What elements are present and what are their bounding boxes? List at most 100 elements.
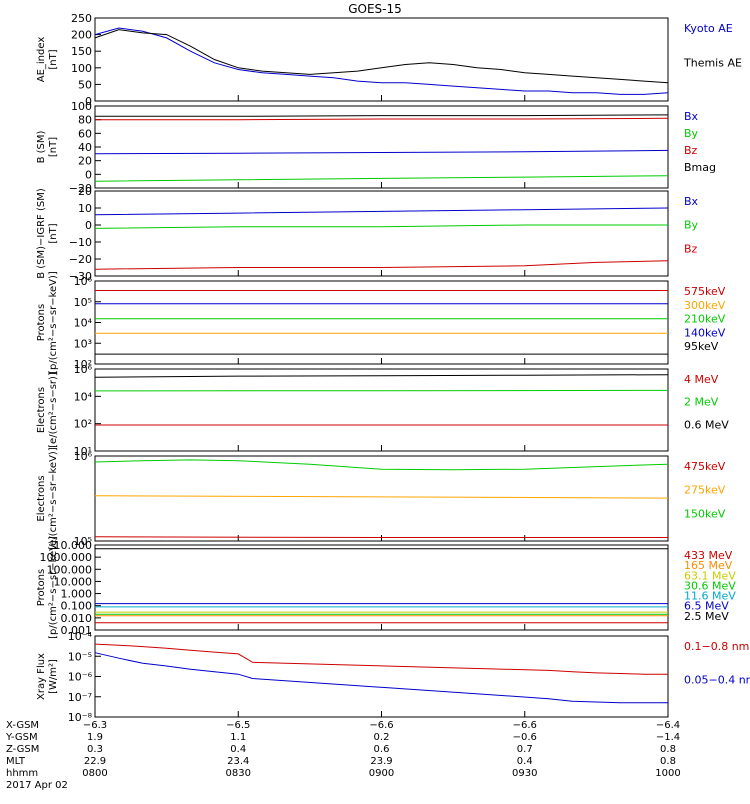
panel-3-ytick-label: −30 — [69, 270, 92, 283]
panel-5-ytick-label: 10⁶ — [74, 363, 93, 376]
x-axis-row-value: 0.4 — [517, 756, 533, 767]
panel-2-ytick-label: 20 — [78, 155, 92, 168]
panel-1-series-2-line — [94, 29, 669, 84]
x-axis-row-label: Y-GSM — [5, 732, 38, 743]
panel-2-ytick-label: 40 — [78, 141, 92, 154]
panel-7-legend-4: 30.6 MeV — [684, 579, 736, 592]
panel-8-series-2-line — [94, 652, 668, 704]
x-axis-row-value: 0.7 — [517, 744, 533, 755]
panel-4-legend-3: 210keV — [684, 313, 726, 326]
panel-8-ylabel: [W/m²] — [48, 659, 59, 694]
panel-7-legend-3: 63.1 MeV — [684, 569, 736, 582]
x-axis-row-value: 1000 — [655, 768, 680, 779]
panel-5-ylabel: [e/(cm²−s−sr)] — [48, 372, 59, 448]
panel-4-ytick-label: 10⁵ — [74, 296, 92, 309]
x-axis-row-value: 0830 — [226, 768, 251, 779]
panel-4-ylabel: Protons — [36, 304, 47, 341]
panel-3-series-2-line — [94, 224, 668, 229]
panel-2-ytick-label: −20 — [69, 182, 92, 195]
panel-8-ytick-label: 10⁻⁵ — [68, 650, 92, 663]
panel-3-ylabel: [nT] — [48, 223, 59, 243]
panel-8-ytick-label: 10⁻⁸ — [68, 711, 93, 724]
x-axis-row-value: 0.8 — [660, 744, 676, 755]
panel-2-series-2-line — [94, 175, 669, 182]
panel-2-series-1-line — [94, 149, 669, 155]
panel-6-legend-3: 150keV — [684, 507, 726, 520]
x-axis-row-value: −0.6 — [513, 732, 537, 743]
panel-3-legend-1: Bx — [684, 195, 699, 208]
panel-1-ytick-label: 250 — [71, 12, 92, 25]
panel-3-ylabel: B (SM)−IGRF (SM) — [36, 188, 47, 279]
panel-8-series-1-line — [94, 643, 668, 675]
panel-6-ytick-label: 10⁶ — [74, 450, 93, 463]
x-axis-row-label: Z-GSM — [6, 744, 39, 755]
panel-2-ytick-label: 80 — [78, 114, 92, 127]
x-axis-row-label: MLT — [6, 756, 26, 767]
panel-5-ytick-label: 10⁴ — [74, 390, 93, 403]
panel-2-legend-2: By — [684, 127, 699, 140]
panel-8-ytick-label: 10⁻⁴ — [68, 630, 93, 643]
panel-2-series-3-line — [95, 117, 669, 121]
panel-4-frame — [94, 280, 669, 365]
panel-3-ytick-label: 10 — [78, 202, 92, 215]
x-axis-row-value: 0.2 — [374, 732, 390, 743]
panel-7-legend-2: 165 MeV — [684, 559, 733, 572]
panel-1-ytick-label: 50 — [78, 78, 92, 91]
panel-7-ytick-label: 10.000 — [54, 539, 93, 552]
x-axis-row-value: −6.6 — [513, 720, 537, 731]
x-axis-row-value: 1.9 — [87, 732, 103, 743]
panel-4-legend-4: 140keV — [684, 326, 726, 339]
panel-7-ytick-label: 10.000 — [54, 575, 93, 588]
panel-4-legend-2: 300keV — [684, 299, 726, 312]
panel-5-ytick-label: 10² — [74, 418, 92, 431]
panel-2-legend-4: Bmag — [684, 161, 716, 174]
panel-7-legend-1: 433 MeV — [684, 549, 733, 562]
x-axis-row-label: hhmm — [6, 768, 38, 779]
x-axis-row-value: 0900 — [369, 768, 394, 779]
panel-6-ytick-label: 10⁵ — [74, 535, 92, 548]
panel-7-ytick-label: 0.001 — [61, 624, 93, 637]
panel-6-legend-2: 275keV — [684, 484, 726, 497]
panel-7-legend-7: 2.5 MeV — [684, 610, 729, 623]
x-axis-row-label: X-GSM — [6, 720, 39, 731]
panel-1-ytick-label: 100 — [71, 62, 92, 75]
panel-1-frame — [94, 17, 669, 102]
panel-7-ylabel: [p/(cm²−s−sr−keV)] — [48, 536, 59, 639]
x-axis-row-value: 0.3 — [87, 744, 103, 755]
panel-3-ytick-label: −10 — [69, 236, 92, 249]
panel-2-ylabel: [nT] — [48, 137, 59, 157]
panel-3-series-3-line — [94, 260, 669, 270]
panel-1-ytick-label: 200 — [71, 29, 92, 42]
panel-7-frame — [94, 544, 669, 631]
panel-4-ytick-label: 10⁴ — [74, 317, 93, 330]
panel-1-ytick-label: 0 — [85, 95, 92, 108]
x-axis-row-value: −6.3 — [83, 720, 107, 731]
panel-8-legend-2: 0.05−0.4 nm — [684, 674, 750, 687]
x-axis-row-value: 23.4 — [227, 756, 249, 767]
x-axis-row-value: 0.4 — [230, 744, 246, 755]
panel-1-ytick-label: 150 — [71, 45, 92, 58]
panel-8-frame — [94, 635, 669, 718]
panel-6-series-2-line — [94, 495, 669, 499]
x-axis-row-value: 1.1 — [230, 732, 246, 743]
panel-4-legend-1: 575keV — [684, 285, 726, 298]
panel-4-ytick-label: 10³ — [74, 337, 92, 350]
panel-7-ytick-label: 1.000 — [61, 588, 93, 601]
x-axis-row-value: 0800 — [82, 768, 107, 779]
panel-6-ylabel: Electrons — [36, 475, 47, 521]
panel-8-ytick-label: 10⁻⁷ — [68, 691, 92, 704]
panel-2-series-4-line — [95, 114, 669, 117]
panel-1-legend-1: Kyoto AE — [684, 22, 733, 35]
panel-5-legend-3: 0.6 MeV — [684, 418, 729, 431]
panel-1-series-1-line — [94, 27, 669, 95]
panel-2-legend-3: Bz — [684, 144, 698, 157]
x-axis-row-value: 0.8 — [660, 756, 676, 767]
panel-3-legend-3: Bz — [684, 242, 698, 255]
panel-5-ylabel: Electrons — [36, 387, 47, 433]
x-axis-row-value: −6.4 — [656, 720, 680, 731]
panel-1-ylabel: AE_index — [36, 37, 47, 83]
panel-1-legend-2: Themis AE — [683, 57, 742, 70]
panel-8-legend-1: 0.1−0.8 nm — [684, 640, 749, 653]
